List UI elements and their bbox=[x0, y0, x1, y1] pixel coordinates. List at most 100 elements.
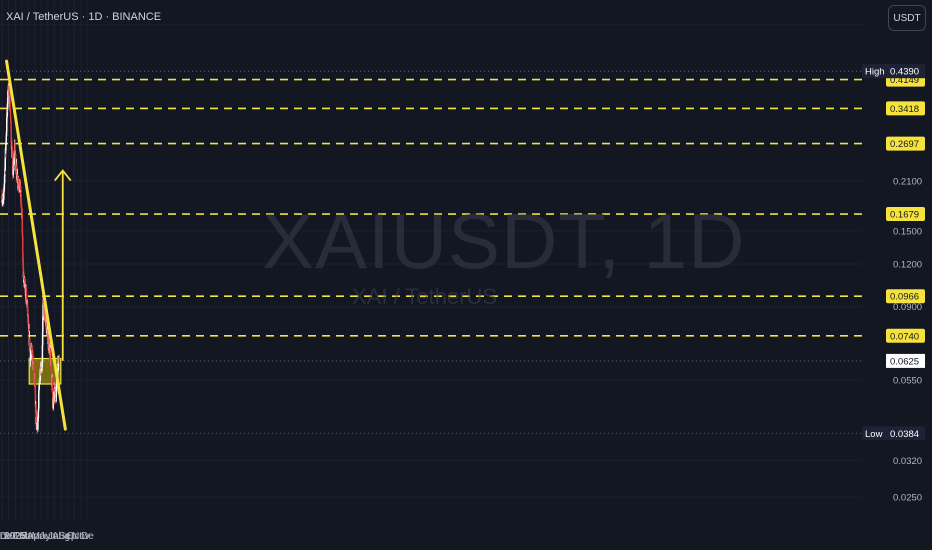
descending-trendline bbox=[5, 59, 67, 431]
candle-body bbox=[29, 348, 31, 353]
target-arrow bbox=[54, 169, 72, 361]
candle-body bbox=[5, 143, 7, 151]
current-price-tag bbox=[886, 353, 925, 368]
candle-body bbox=[23, 273, 25, 281]
candle-body bbox=[26, 305, 29, 317]
candlestick-series bbox=[1, 80, 61, 434]
candle-body bbox=[39, 368, 42, 378]
y-tick-label: 0.0250 bbox=[893, 493, 922, 504]
y-tick-label: 0.0320 bbox=[893, 456, 922, 467]
x-tick-label: Dec bbox=[0, 531, 17, 542]
candle-body bbox=[38, 390, 40, 409]
low-tag-label: Low bbox=[865, 429, 883, 440]
x-tick-label: Jul bbox=[48, 531, 61, 542]
high-value-label: 0.4390 bbox=[890, 67, 919, 78]
candle-body bbox=[9, 108, 11, 113]
candle-body bbox=[20, 195, 22, 205]
x-tick-label: De bbox=[81, 531, 94, 542]
candle-body bbox=[10, 121, 12, 132]
level-tag bbox=[886, 289, 925, 304]
chart-grid bbox=[0, 0, 862, 520]
symbol-title[interactable]: XAI / TetherUS · 1D · BINANCE bbox=[6, 11, 162, 23]
y-axis: 0.60000.21000.15000.12000.09000.05500.03… bbox=[862, 20, 925, 504]
candle-body bbox=[16, 167, 18, 174]
x-tick-label: Apr bbox=[27, 531, 43, 542]
x-tick-label: Nov bbox=[0, 531, 11, 542]
candle-body bbox=[9, 116, 12, 120]
trendline-line bbox=[5, 59, 67, 431]
y-tick-label: 0.1200 bbox=[893, 259, 922, 270]
candle-body bbox=[34, 394, 37, 408]
candle-body bbox=[41, 345, 44, 363]
candle-body bbox=[8, 89, 11, 104]
x-tick-label: Aug bbox=[52, 531, 70, 542]
level-tag-label: 0.0966 bbox=[890, 292, 919, 303]
level-tag bbox=[886, 101, 925, 116]
candle-body bbox=[14, 143, 16, 153]
candle-body bbox=[21, 214, 24, 233]
candle-body bbox=[6, 117, 8, 132]
x-tick-label: May bbox=[32, 531, 51, 542]
candle-body bbox=[35, 404, 37, 410]
candle-body bbox=[13, 152, 16, 160]
x-tick-label: Jun bbox=[40, 531, 56, 542]
candle-body bbox=[38, 380, 41, 385]
y-tick-label: 0.0550 bbox=[893, 375, 922, 386]
level-tag bbox=[886, 207, 925, 222]
level-tag-label: 0.1679 bbox=[890, 210, 919, 221]
x-axis: NovDec2025FebMarAprMayJunJulAugSepOctNov… bbox=[0, 531, 94, 542]
x-tick-label: 2025 bbox=[4, 531, 27, 542]
low-value-label: 0.0384 bbox=[890, 429, 919, 440]
candle-body bbox=[37, 418, 39, 422]
candle-body bbox=[12, 165, 14, 176]
candle-body bbox=[41, 332, 44, 346]
candle-body bbox=[47, 330, 49, 344]
candle-body bbox=[41, 362, 43, 368]
y-tick-label: 0.2100 bbox=[893, 176, 922, 187]
candle-body bbox=[42, 316, 44, 333]
candle-body bbox=[50, 370, 53, 378]
candle-body bbox=[4, 158, 6, 170]
candle-body bbox=[50, 367, 53, 371]
candle-body bbox=[51, 384, 54, 395]
x-tick-label: Oct bbox=[66, 531, 82, 542]
candle-body bbox=[29, 355, 32, 362]
candle-body bbox=[25, 290, 28, 295]
candle-body bbox=[22, 252, 24, 264]
candle-body bbox=[19, 179, 21, 190]
candle-body bbox=[28, 337, 31, 350]
high-tag-label: High bbox=[865, 67, 885, 78]
level-tag-label: 0.2697 bbox=[890, 139, 919, 150]
x-tick-label: Feb bbox=[13, 531, 31, 542]
candle-body bbox=[44, 311, 46, 320]
candle-body bbox=[51, 379, 54, 385]
low-value-tag bbox=[886, 426, 925, 441]
candle-body bbox=[14, 153, 17, 167]
high-value-tag bbox=[886, 64, 925, 79]
level-tag-label: 0.0740 bbox=[890, 331, 919, 342]
watermark-pair: XAI / TetherUS bbox=[352, 284, 498, 309]
candle-body bbox=[43, 305, 46, 317]
candle-body bbox=[23, 278, 26, 280]
target-arrow-head bbox=[54, 169, 72, 182]
current-price-label: 0.0625 bbox=[890, 356, 919, 367]
horizontal-levels bbox=[0, 70, 862, 434]
level-tag bbox=[886, 136, 925, 151]
y-tick-label: 0.1500 bbox=[893, 226, 922, 237]
currency-button[interactable]: USDT bbox=[888, 5, 926, 31]
x-tick-label: Mar bbox=[19, 531, 37, 542]
x-tick-label: Nov bbox=[72, 531, 90, 542]
candle-body bbox=[21, 232, 24, 237]
candle-body bbox=[13, 156, 15, 164]
low-tag bbox=[862, 426, 886, 441]
level-tag-label: 0.3418 bbox=[890, 104, 919, 115]
level-tag bbox=[886, 328, 925, 343]
candle-body bbox=[23, 278, 26, 280]
x-tick-label: Sep bbox=[59, 531, 77, 542]
candle-body bbox=[27, 321, 30, 325]
level-tag-label: 0.4149 bbox=[890, 75, 919, 86]
candle-body bbox=[58, 357, 61, 364]
candle-body bbox=[57, 362, 59, 376]
candle-body bbox=[22, 236, 24, 253]
